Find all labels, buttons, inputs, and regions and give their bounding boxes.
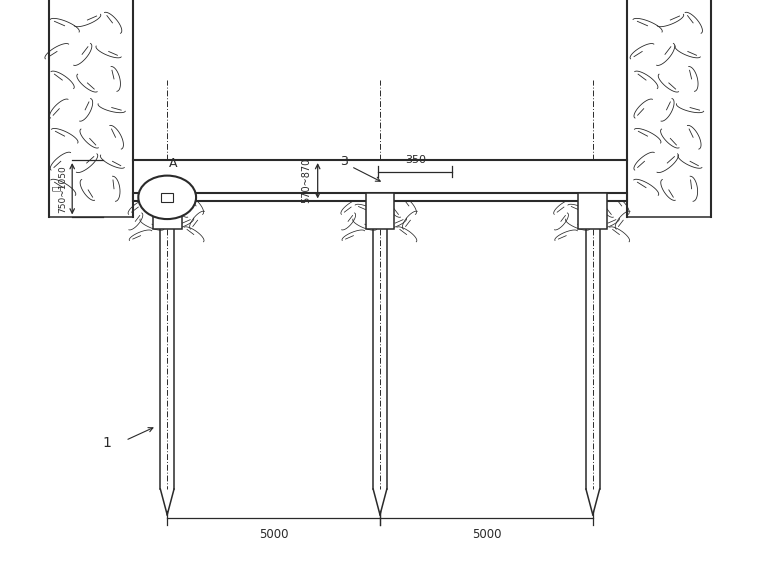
Circle shape (138, 176, 196, 219)
Bar (153, 193, 182, 229)
Text: 5000: 5000 (472, 528, 501, 541)
Text: 570~870: 570~870 (302, 158, 312, 204)
Bar (366, 193, 394, 229)
Bar (133, 193, 627, 201)
Text: 5000: 5000 (259, 528, 288, 541)
Text: A: A (169, 157, 178, 170)
Text: 1: 1 (102, 436, 111, 450)
Text: 350: 350 (405, 155, 426, 165)
Text: 750~1050: 750~1050 (58, 165, 67, 213)
Bar (161, 193, 173, 202)
Text: 深: 深 (52, 186, 62, 192)
Bar (578, 193, 607, 229)
Text: 3: 3 (340, 156, 347, 168)
